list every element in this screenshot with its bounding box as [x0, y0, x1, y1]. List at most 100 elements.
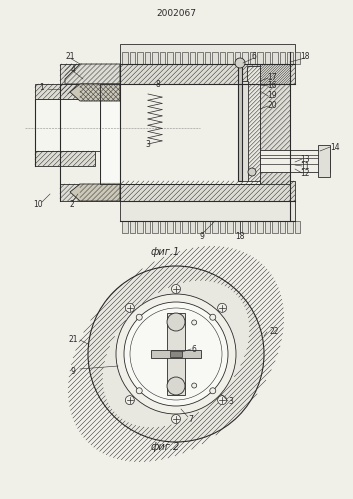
Bar — [287, 52, 293, 64]
Bar — [234, 52, 240, 64]
Circle shape — [172, 415, 180, 424]
Bar — [130, 52, 135, 64]
Bar — [264, 52, 270, 64]
Text: 4: 4 — [71, 64, 76, 73]
Circle shape — [192, 320, 197, 325]
Text: 10: 10 — [33, 200, 43, 209]
Bar — [242, 221, 247, 233]
Bar — [167, 221, 173, 233]
Bar — [260, 64, 290, 184]
Bar — [220, 221, 225, 233]
Text: 2: 2 — [70, 200, 74, 209]
Bar — [100, 84, 220, 184]
Circle shape — [218, 396, 227, 405]
Bar — [264, 221, 270, 233]
Bar — [167, 52, 173, 64]
Bar — [227, 221, 233, 233]
Text: 17: 17 — [267, 72, 277, 81]
Text: 19: 19 — [267, 90, 277, 99]
Bar — [35, 99, 120, 151]
Bar — [227, 52, 233, 64]
Bar — [120, 64, 295, 84]
Text: 11: 11 — [300, 162, 310, 171]
Bar — [60, 184, 120, 201]
Bar — [260, 150, 330, 172]
Bar — [120, 44, 295, 64]
Bar — [160, 52, 165, 64]
Bar — [247, 66, 260, 181]
Bar — [174, 52, 180, 64]
Bar — [250, 221, 255, 233]
Text: 21: 21 — [68, 334, 78, 343]
Circle shape — [210, 314, 216, 320]
Bar — [234, 221, 240, 233]
Text: 18: 18 — [235, 232, 245, 241]
Bar — [144, 52, 150, 64]
Circle shape — [172, 284, 180, 293]
Text: 12: 12 — [300, 169, 310, 178]
Circle shape — [136, 314, 142, 320]
Circle shape — [116, 294, 236, 414]
Bar — [167, 313, 185, 395]
Circle shape — [167, 377, 185, 395]
Bar — [120, 84, 260, 184]
Bar — [144, 221, 150, 233]
Text: 6: 6 — [252, 51, 256, 60]
Text: 7: 7 — [189, 415, 193, 424]
Bar — [197, 52, 203, 64]
Circle shape — [125, 303, 134, 312]
Bar — [212, 52, 217, 64]
Text: 9: 9 — [199, 232, 204, 241]
Text: 1: 1 — [40, 82, 44, 91]
Text: 20: 20 — [267, 100, 277, 109]
Bar — [190, 221, 195, 233]
Bar — [272, 52, 277, 64]
Bar — [257, 221, 263, 233]
Circle shape — [235, 58, 245, 68]
Bar — [250, 52, 255, 64]
Bar — [174, 221, 180, 233]
Circle shape — [192, 383, 197, 388]
Text: 16: 16 — [267, 80, 277, 89]
Circle shape — [167, 313, 185, 331]
Text: 8: 8 — [156, 79, 160, 88]
Bar — [294, 221, 300, 233]
Text: 9: 9 — [71, 367, 76, 377]
Circle shape — [210, 388, 216, 394]
Bar — [197, 221, 203, 233]
Bar — [182, 221, 187, 233]
Bar — [102, 86, 218, 182]
Bar — [120, 181, 295, 201]
Circle shape — [248, 168, 256, 176]
Circle shape — [88, 266, 264, 442]
Bar — [152, 221, 157, 233]
Text: 3: 3 — [145, 140, 150, 149]
Bar — [212, 221, 217, 233]
Polygon shape — [70, 84, 120, 101]
Text: 22: 22 — [269, 327, 279, 336]
Text: фиг.2: фиг.2 — [150, 442, 180, 452]
Bar — [272, 221, 277, 233]
Bar — [35, 151, 95, 166]
Bar — [242, 52, 247, 64]
Text: 3: 3 — [228, 398, 233, 407]
Bar — [151, 350, 201, 358]
Bar — [170, 351, 182, 357]
Circle shape — [125, 396, 134, 405]
Bar — [152, 52, 157, 64]
Bar — [257, 52, 263, 64]
Bar — [287, 221, 293, 233]
Bar — [160, 221, 165, 233]
Bar — [120, 201, 295, 221]
Bar — [280, 221, 285, 233]
Bar — [280, 52, 285, 64]
Text: 6: 6 — [192, 344, 196, 353]
Bar — [294, 52, 300, 64]
Text: 2002067: 2002067 — [156, 9, 196, 18]
Bar — [137, 52, 143, 64]
Bar — [60, 64, 120, 84]
Bar — [204, 52, 210, 64]
Bar — [240, 81, 248, 181]
Circle shape — [136, 388, 142, 394]
Text: 21: 21 — [65, 51, 75, 60]
